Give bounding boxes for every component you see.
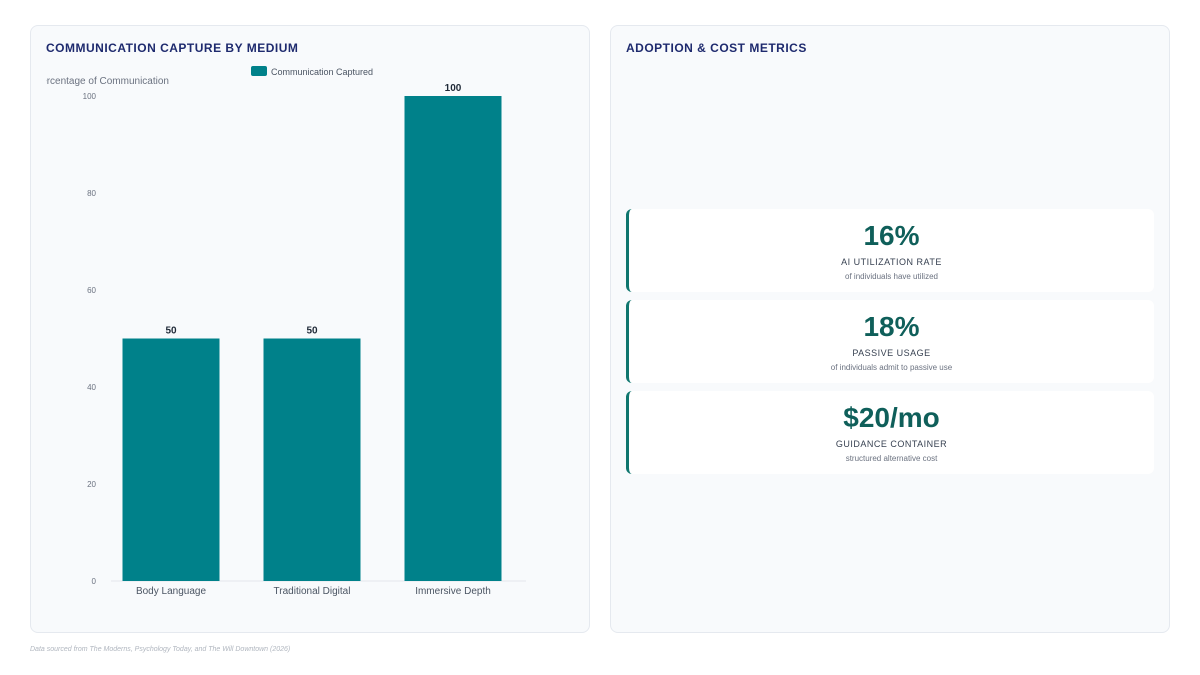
metrics-list: 16% AI UTILIZATION RATE of individuals h…	[626, 209, 1154, 482]
bar-value-label: 50	[306, 326, 318, 337]
legend-swatch	[251, 66, 267, 76]
x-tick-label: Body Language	[136, 586, 207, 597]
metric-subtext: of individuals admit to passive use	[830, 363, 953, 372]
y-axis-label: Percentage of Communication	[34, 76, 169, 87]
metric-value: $20/mo	[843, 402, 940, 433]
metrics-panel: ADOPTION & COST METRICS 16% AI UTILIZATI…	[610, 25, 1170, 633]
y-tick-label: 60	[87, 286, 96, 295]
bar-chart: Percentage of Communication Communication…	[34, 66, 526, 597]
metric-value: 16%	[863, 220, 920, 251]
metric-card-passive-usage: 18% PASSIVE USAGE of individuals admit t…	[626, 300, 1154, 383]
metric-subtext: of individuals have utilized	[845, 272, 938, 281]
metric-label: PASSIVE USAGE	[852, 348, 931, 358]
metric-label: AI UTILIZATION RATE	[841, 257, 942, 267]
x-tick-label: Immersive Depth	[415, 586, 491, 597]
y-tick-label: 100	[83, 92, 97, 101]
legend-label: Communication Captured	[271, 67, 373, 77]
chart-panel: COMMUNICATION CAPTURE BY MEDIUM Percenta…	[30, 25, 590, 633]
metric-subtext: structured alternative cost	[845, 454, 938, 463]
y-tick-label: 20	[87, 480, 96, 489]
metrics-panel-title: ADOPTION & COST METRICS	[626, 41, 807, 55]
x-tick-label: Traditional Digital	[274, 586, 351, 597]
bar	[122, 338, 220, 581]
bar	[263, 338, 361, 581]
y-tick-label: 40	[87, 383, 96, 392]
chart-panel-title: COMMUNICATION CAPTURE BY MEDIUM	[46, 41, 299, 55]
metric-label: GUIDANCE CONTAINER	[835, 439, 948, 449]
y-tick-label: 80	[87, 189, 96, 198]
bar-value-label: 100	[445, 83, 462, 94]
bar-value-label: 50	[165, 326, 177, 337]
source-footnote: Data sourced from The Moderns, Psycholog…	[30, 646, 291, 653]
y-tick-label: 0	[92, 577, 97, 586]
metric-card-guidance-container: $20/mo GUIDANCE CONTAINER structured alt…	[626, 391, 1154, 474]
metric-card-ai-utilization: 16% AI UTILIZATION RATE of individuals h…	[626, 209, 1154, 292]
bar	[404, 96, 502, 581]
metric-value: 18%	[863, 311, 920, 342]
